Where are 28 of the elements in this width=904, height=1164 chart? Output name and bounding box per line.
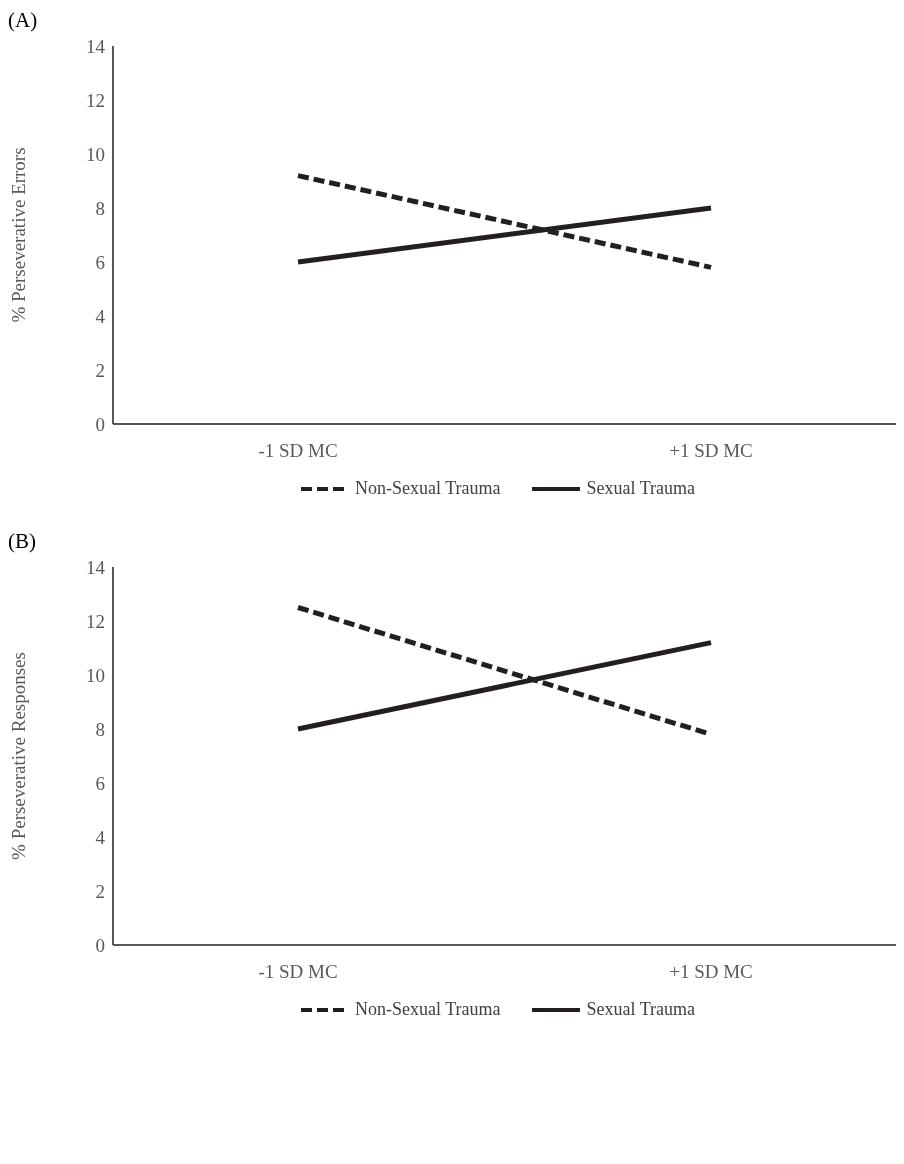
y-tick-label: 0 bbox=[95, 934, 105, 956]
x-tick-label: -1 SD MC bbox=[258, 440, 338, 462]
y-axis-title: % Perseverative Responses bbox=[7, 652, 29, 860]
y-tick-label: 6 bbox=[95, 772, 105, 794]
y-tick-label: 12 bbox=[86, 610, 105, 632]
y-tick-label: 12 bbox=[86, 89, 105, 111]
y-tick-label: 8 bbox=[95, 197, 105, 219]
y-tick-label: 10 bbox=[86, 664, 105, 686]
y-tick-label: 14 bbox=[86, 556, 106, 578]
x-tick-label: +1 SD MC bbox=[669, 440, 753, 462]
legend-label: Non-Sexual Trauma bbox=[354, 999, 501, 1020]
chart-title: (B) bbox=[8, 529, 37, 555]
y-tick-label: 6 bbox=[95, 251, 105, 273]
y-tick-label: 4 bbox=[95, 305, 106, 327]
y-tick-label: 2 bbox=[95, 359, 105, 381]
x-tick-label: +1 SD MC bbox=[669, 961, 753, 983]
x-tick-label: -1 SD MC bbox=[258, 961, 338, 983]
y-tick-label: 0 bbox=[95, 413, 105, 435]
y-axis-title: % Perseverative Errors bbox=[7, 147, 29, 323]
y-tick-label: 14 bbox=[86, 35, 106, 57]
legend-label: Sexual Trauma bbox=[586, 999, 695, 1020]
y-tick-label: 2 bbox=[95, 880, 105, 902]
chart-title: (A) bbox=[8, 8, 39, 34]
legend-label: Non-Sexual Trauma bbox=[354, 478, 501, 499]
y-tick-label: 10 bbox=[86, 143, 105, 165]
y-tick-label: 4 bbox=[95, 826, 106, 848]
y-tick-label: 8 bbox=[95, 718, 105, 740]
legend-label: Sexual Trauma bbox=[586, 478, 695, 499]
